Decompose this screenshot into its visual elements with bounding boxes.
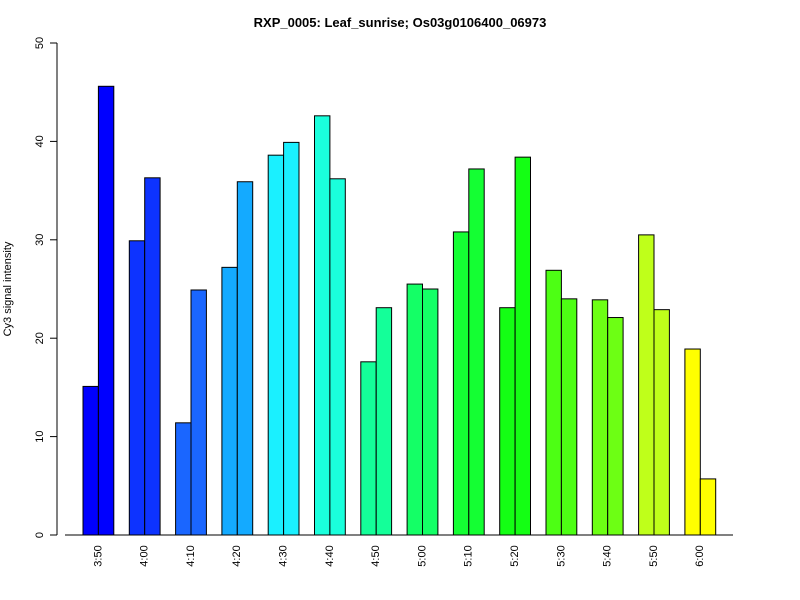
bar-440-2 <box>329 178 346 536</box>
bar-400-2 <box>144 177 161 536</box>
x-tick-label: 5:50 <box>648 545 660 566</box>
bar-430-1 <box>267 154 285 536</box>
y-tick-label: 10 <box>34 430 46 442</box>
bar-520-2 <box>514 156 531 536</box>
bar-440-1 <box>314 115 331 536</box>
x-tick-label: 5:10 <box>463 545 475 566</box>
bar-430-2 <box>283 141 300 536</box>
bar-350-2 <box>97 85 115 536</box>
bar-500-1 <box>406 283 424 536</box>
bar-350-1 <box>82 385 99 536</box>
x-tick-label: 4:10 <box>185 545 197 566</box>
bar-540-2 <box>607 317 624 536</box>
x-tick-label: 4:40 <box>324 545 336 566</box>
bar-550-2 <box>653 309 670 536</box>
bar-420-2 <box>236 181 254 536</box>
x-tick-label: 4:20 <box>231 545 243 566</box>
x-tick-label: 5:20 <box>509 545 521 566</box>
y-tick-label: 50 <box>34 37 46 49</box>
x-tick-label: 4:00 <box>139 545 151 566</box>
bars <box>82 85 717 536</box>
y-ticks: 0 10 20 30 40 50 <box>34 37 57 538</box>
x-tick-label: 6:00 <box>694 545 706 566</box>
bar-600-2 <box>699 478 717 536</box>
bar-510-1 <box>452 231 470 536</box>
bar-410-2 <box>190 289 207 536</box>
bar-530-1 <box>545 269 562 536</box>
x-tick-labels: 3:50 4:00 4:10 4:20 4:30 4:40 4:50 5:00 5:10 5:20… <box>92 545 706 566</box>
x-tick-label: 4:50 <box>370 545 382 566</box>
bar-600-1 <box>684 348 701 536</box>
x-tick-label: 5:30 <box>555 545 567 566</box>
x-tick-label: 5:40 <box>602 545 614 566</box>
y-tick-label: 40 <box>34 135 46 147</box>
y-tick-label: 20 <box>34 332 46 344</box>
bar-540-1 <box>591 299 609 536</box>
bar-420-1 <box>221 266 238 536</box>
bar-500-2 <box>422 288 439 536</box>
bar-520-1 <box>499 307 516 536</box>
bar-510-2 <box>468 168 485 536</box>
y-axis-label: Cy3 signal intensity <box>2 241 14 336</box>
bar-530-2 <box>560 298 578 536</box>
x-tick-label: 5:00 <box>416 545 428 566</box>
bar-550-1 <box>638 234 655 536</box>
y-tick-label: 0 <box>34 532 46 538</box>
x-tick-label: 4:30 <box>278 545 290 566</box>
bar-400-1 <box>128 240 146 536</box>
bar-450-2 <box>375 307 393 536</box>
chart-title: RXP_0005: Leaf_sunrise; Os03g0106400_069… <box>254 15 547 30</box>
x-tick-label: 3:50 <box>92 545 104 566</box>
bar-450-1 <box>360 361 377 536</box>
y-tick-label: 30 <box>34 234 46 246</box>
bar-410-1 <box>175 422 192 536</box>
